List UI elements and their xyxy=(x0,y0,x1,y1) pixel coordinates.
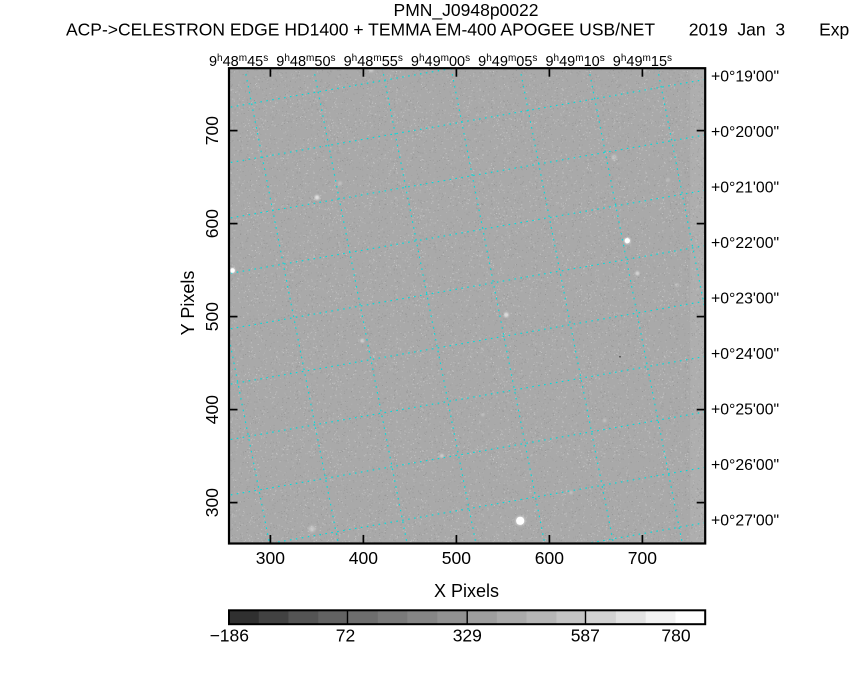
svg-text:9h49m05s: 9h49m05s xyxy=(478,53,537,70)
svg-text:+0°24'00": +0°24'00" xyxy=(711,346,779,363)
svg-text:780: 780 xyxy=(661,626,690,646)
svg-text:X Pixels: X Pixels xyxy=(434,581,499,601)
svg-text:+0°25'00": +0°25'00" xyxy=(711,402,779,419)
svg-text:+0°20'00": +0°20'00" xyxy=(711,124,779,141)
svg-text:300: 300 xyxy=(256,548,285,568)
svg-text:9h48m50s: 9h48m50s xyxy=(276,53,335,70)
svg-text:+0°23'00": +0°23'00" xyxy=(711,291,779,308)
svg-text:587: 587 xyxy=(571,626,600,646)
svg-text:+0°27'00": +0°27'00" xyxy=(711,513,779,530)
svg-text:+0°26'00": +0°26'00" xyxy=(711,457,779,474)
svg-text:9h49m10s: 9h49m10s xyxy=(545,53,604,70)
svg-text:+0°19'00": +0°19'00" xyxy=(711,69,779,86)
svg-text:−186: −186 xyxy=(210,626,249,646)
svg-text:+0°21'00": +0°21'00" xyxy=(711,180,779,197)
svg-text:+0°22'00": +0°22'00" xyxy=(711,235,779,252)
svg-text:500: 500 xyxy=(442,548,471,568)
svg-text:700: 700 xyxy=(628,548,657,568)
svg-text:400: 400 xyxy=(202,395,222,424)
svg-text:PMN_J0948p0022: PMN_J0948p0022 xyxy=(394,0,539,21)
svg-text:400: 400 xyxy=(349,548,378,568)
svg-text:Y Pixels: Y Pixels xyxy=(178,271,198,336)
svg-text:600: 600 xyxy=(202,209,222,238)
svg-text:9h48m45s: 9h48m45s xyxy=(209,53,268,70)
svg-text:700: 700 xyxy=(202,116,222,145)
svg-text:9h49m00s: 9h49m00s xyxy=(411,53,470,70)
svg-text:300: 300 xyxy=(202,488,222,517)
svg-text:9h49m15s: 9h49m15s xyxy=(613,53,672,70)
svg-text:500: 500 xyxy=(202,302,222,331)
svg-text:9h48m55s: 9h48m55s xyxy=(344,53,403,70)
svg-text:600: 600 xyxy=(535,548,564,568)
svg-text:ACP->CELESTRON EDGE HD1400 + T: ACP->CELESTRON EDGE HD1400 + TEMMA EM-40… xyxy=(66,20,850,40)
svg-text:329: 329 xyxy=(453,626,482,646)
svg-text:72: 72 xyxy=(336,626,355,646)
